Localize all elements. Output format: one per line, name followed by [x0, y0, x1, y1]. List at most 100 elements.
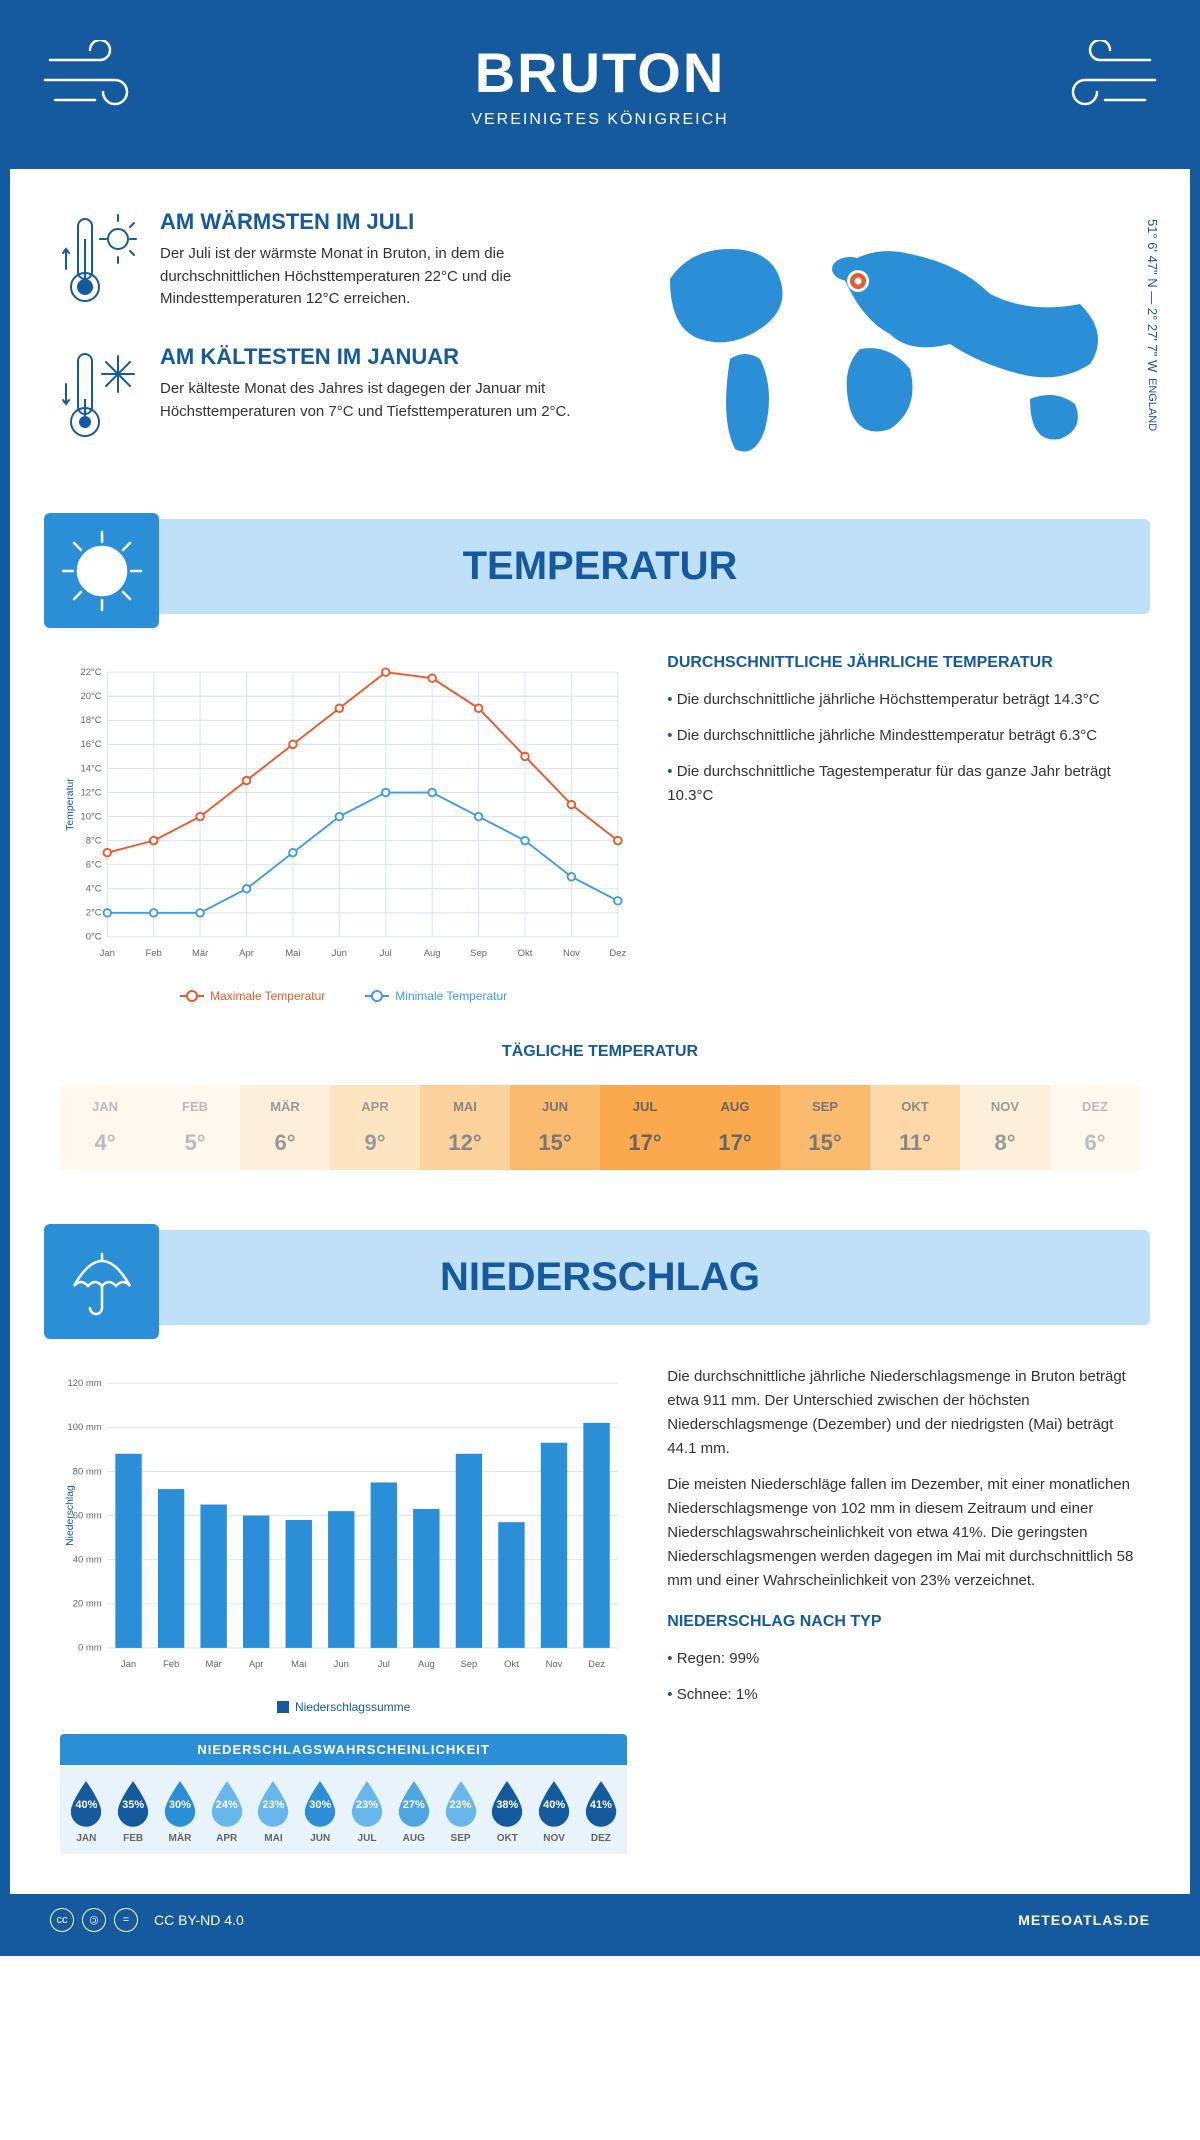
chart-legend: Maximale Temperatur Minimale Temperatur: [60, 989, 627, 1003]
temp-cell: FEB5°: [150, 1085, 240, 1170]
temp-cell: JUL17°: [600, 1085, 690, 1170]
precipitation-bar-chart: 0 mm20 mm40 mm60 mm80 mm100 mm120 mmJanF…: [60, 1365, 627, 1874]
license-block: cc 🄯 = CC BY-ND 4.0: [50, 1908, 244, 1932]
temp-cell: APR9°: [330, 1085, 420, 1170]
probability-drop: 38%OKT: [485, 1779, 530, 1844]
precipitation-chart-row: 0 mm20 mm40 mm60 mm80 mm100 mm120 mmJanF…: [10, 1325, 1190, 1894]
svg-text:Niederschlag: Niederschlag: [65, 1485, 76, 1546]
probability-drop: 35%FEB: [111, 1779, 156, 1844]
footer: cc 🄯 = CC BY-ND 4.0 METEOATLAS.DE: [10, 1894, 1190, 1946]
svg-text:Sep: Sep: [461, 1659, 478, 1670]
temp-cell: AUG17°: [690, 1085, 780, 1170]
svg-text:Nov: Nov: [546, 1659, 563, 1670]
svg-text:Feb: Feb: [163, 1659, 179, 1670]
table-title: TÄGLICHE TEMPERATUR: [60, 1043, 1140, 1061]
fact-warmest: AM WÄRMSTEN IM JULI Der Juli ist der wär…: [60, 209, 580, 314]
svg-text:Sep: Sep: [470, 948, 487, 959]
svg-text:Jun: Jun: [334, 1659, 349, 1670]
chart-legend: Niederschlagssumme: [60, 1700, 627, 1714]
sun-icon: [44, 513, 159, 628]
svg-text:Mai: Mai: [291, 1659, 306, 1670]
svg-text:Jul: Jul: [378, 1659, 390, 1670]
svg-text:40 mm: 40 mm: [73, 1555, 102, 1566]
section-header-precipitation: NIEDERSCHLAG: [50, 1230, 1150, 1325]
svg-text:Feb: Feb: [146, 948, 162, 959]
panel-title: NIEDERSCHLAGSWAHRSCHEINLICHKEIT: [60, 1734, 627, 1765]
probability-drop: 24%APR: [204, 1779, 249, 1844]
svg-text:Mär: Mär: [206, 1659, 222, 1670]
svg-text:100 mm: 100 mm: [68, 1422, 102, 1433]
temperature-chart-row: 0°C2°C4°C6°C8°C10°C12°C14°C16°C18°C20°C2…: [10, 614, 1190, 1023]
svg-text:Mai: Mai: [285, 948, 300, 959]
svg-text:20°C: 20°C: [81, 691, 102, 702]
svg-text:22°C: 22°C: [81, 667, 102, 678]
section-header-temperature: TEMPERATUR: [50, 519, 1150, 614]
svg-text:Dez: Dez: [609, 948, 626, 959]
info-paragraph: Die meisten Niederschläge fallen im Deze…: [667, 1473, 1140, 1593]
svg-text:20 mm: 20 mm: [73, 1599, 102, 1610]
fact-coldest: AM KÄLTESTEN IM JANUAR Der kälteste Mona…: [60, 344, 580, 449]
svg-text:Apr: Apr: [239, 948, 254, 959]
svg-text:Temperatur: Temperatur: [65, 778, 76, 831]
cc-icon: cc: [50, 1908, 74, 1932]
temp-cell: MÄR6°: [240, 1085, 330, 1170]
svg-text:Jul: Jul: [380, 948, 392, 959]
svg-text:Jun: Jun: [332, 948, 347, 959]
bullet: Die durchschnittliche jährliche Mindestt…: [667, 724, 1140, 748]
svg-text:Jan: Jan: [121, 1659, 136, 1670]
temp-cell: MAI12°: [420, 1085, 510, 1170]
intro-section: AM WÄRMSTEN IM JULI Der Juli ist der wär…: [10, 169, 1190, 499]
probability-drop: 30%JUN: [298, 1779, 343, 1844]
probability-drop: 23%JUL: [345, 1779, 390, 1844]
svg-text:Mär: Mär: [192, 948, 208, 959]
header: BRUTON VEREINIGTES KÖNIGREICH: [10, 10, 1190, 169]
info-bullets: Regen: 99% Schnee: 1%: [667, 1647, 1140, 1707]
wind-icon: [1040, 40, 1160, 125]
probability-drop: 27%AUG: [391, 1779, 436, 1844]
svg-text:2°C: 2°C: [86, 908, 102, 919]
svg-text:60 mm: 60 mm: [73, 1510, 102, 1521]
temperature-line-chart: 0°C2°C4°C6°C8°C10°C12°C14°C16°C18°C20°C2…: [60, 654, 627, 1003]
fact-title: AM KÄLTESTEN IM JANUAR: [160, 344, 580, 370]
svg-text:8°C: 8°C: [86, 835, 102, 846]
umbrella-icon: [44, 1224, 159, 1339]
precipitation-info: Die durchschnittliche jährliche Niedersc…: [667, 1365, 1140, 1874]
infographic-page: BRUTON VEREINIGTES KÖNIGREICH AM WÄRMSTE…: [0, 0, 1200, 1956]
svg-text:12°C: 12°C: [81, 787, 102, 798]
site-name: METEOATLAS.DE: [1018, 1912, 1150, 1928]
fact-title: AM WÄRMSTEN IM JULI: [160, 209, 580, 235]
info-subtitle: NIEDERSCHLAG NACH TYP: [667, 1613, 1140, 1631]
svg-text:0 mm: 0 mm: [78, 1643, 102, 1654]
probability-drop: 40%JAN: [64, 1779, 109, 1844]
info-bullets: Die durchschnittliche jährliche Höchstte…: [667, 688, 1140, 808]
by-icon: 🄯: [82, 1908, 106, 1932]
svg-text:10°C: 10°C: [81, 811, 102, 822]
temp-cell: OKT11°: [870, 1085, 960, 1170]
svg-text:16°C: 16°C: [81, 739, 102, 750]
bullet: Regen: 99%: [667, 1647, 1140, 1671]
svg-text:Okt: Okt: [518, 948, 533, 959]
bullet: Schnee: 1%: [667, 1683, 1140, 1707]
temp-cell: JUN15°: [510, 1085, 600, 1170]
svg-text:80 mm: 80 mm: [73, 1466, 102, 1477]
temp-cell: DEZ6°: [1050, 1085, 1140, 1170]
probability-drop: 23%MAI: [251, 1779, 296, 1844]
temp-cell: SEP15°: [780, 1085, 870, 1170]
license-label: CC BY-ND 4.0: [154, 1912, 244, 1928]
thermometer-sun-icon: [60, 209, 140, 314]
svg-text:Okt: Okt: [504, 1659, 519, 1670]
svg-text:Apr: Apr: [249, 1659, 264, 1670]
daily-temperature-table: TÄGLICHE TEMPERATUR JAN4°FEB5°MÄR6°APR9°…: [10, 1023, 1190, 1210]
svg-text:Dez: Dez: [588, 1659, 605, 1670]
nd-icon: =: [114, 1908, 138, 1932]
probability-drop: 30%MÄR: [158, 1779, 203, 1844]
bullet: Die durchschnittliche Tagestemperatur fü…: [667, 760, 1140, 808]
temp-cell: JAN4°: [60, 1085, 150, 1170]
temperature-info: DURCHSCHNITTLICHE JÄHRLICHE TEMPERATUR D…: [667, 654, 1140, 1003]
fact-body: Der Juli ist der wärmste Monat in Bruton…: [160, 243, 580, 311]
temp-cell: NOV8°: [960, 1085, 1050, 1170]
thermometer-snow-icon: [60, 344, 140, 449]
info-title: DURCHSCHNITTLICHE JÄHRLICHE TEMPERATUR: [667, 654, 1140, 672]
svg-text:14°C: 14°C: [81, 763, 102, 774]
info-paragraph: Die durchschnittliche jährliche Niedersc…: [667, 1365, 1140, 1461]
